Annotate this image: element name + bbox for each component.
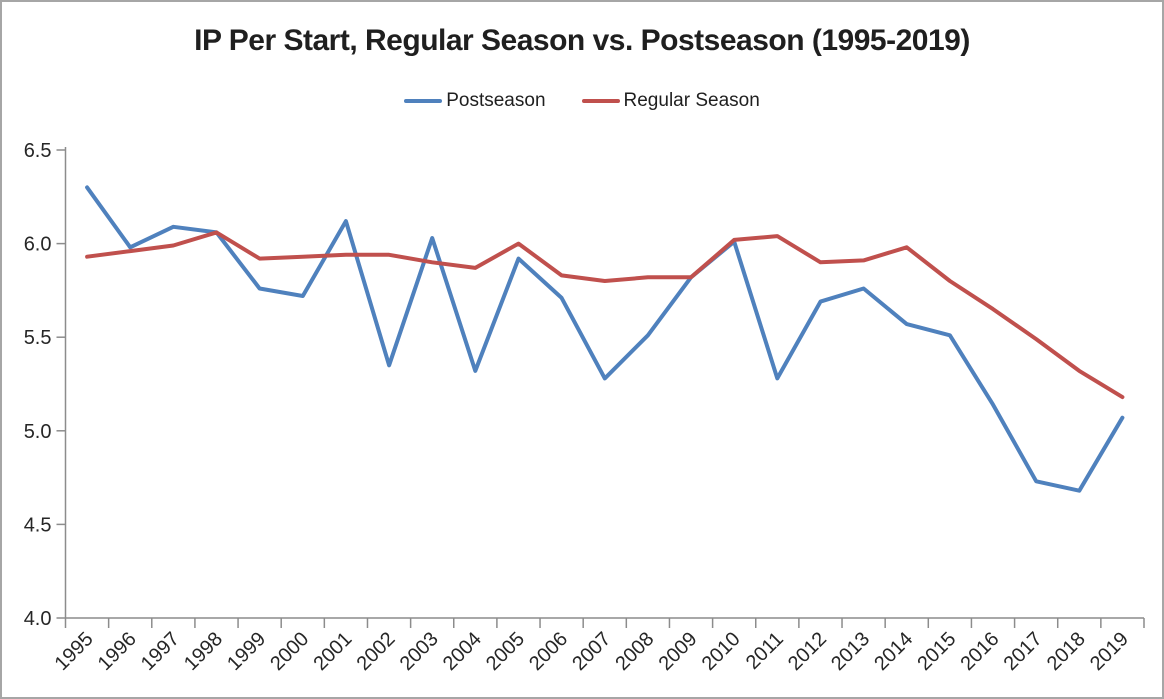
x-tick-label: 2019 [1086,628,1133,675]
x-tick-label: 2006 [525,628,572,675]
legend-swatch-regular-season [581,99,620,103]
y-tick-label: 6.5 [24,140,52,162]
x-tick-label: 2010 [698,628,745,675]
x-tick-label: 2003 [396,628,443,675]
x-tick-label: 1995 [51,628,98,675]
x-tick-label: 2008 [611,628,658,675]
y-tick-label: 4.5 [24,514,52,536]
y-tick-label: 4.0 [24,608,52,630]
x-tick-label: 2001 [309,628,356,675]
x-tick-label: 2012 [784,628,831,675]
series-line-regular-season [85,230,1125,400]
x-tick-label: 2016 [957,628,1004,675]
legend-swatch-postseason [404,99,443,103]
x-tick-label: 2007 [568,628,615,675]
x-tick-label: 1999 [223,628,270,675]
legend-label-postseason: Postseason [446,90,546,111]
legend-item-postseason: Postseason [404,90,546,112]
legend-item-regular-season: Regular Season [581,90,760,112]
x-tick-label: 1996 [94,628,141,675]
series-line-postseason [85,185,1125,493]
x-tick-label: 2011 [742,628,788,674]
legend-label-regular-season: Regular Season [623,90,760,111]
x-tick-label: 2017 [1000,628,1047,675]
x-tick-label: 2004 [439,628,486,675]
y-tick-label: 5.0 [24,421,52,443]
x-tick-label: 2005 [482,628,529,675]
x-tick-label: 2013 [827,628,874,675]
x-tick-label: 2009 [655,628,702,675]
x-tick-label: 2002 [353,628,400,675]
y-tick-label: 5.5 [24,327,52,349]
x-tick-label: 2000 [266,628,313,675]
y-tick-label: 6.0 [24,234,52,256]
legend: Postseason Regular Season [2,90,1162,112]
x-tick-label: 2018 [1043,628,1090,675]
x-tick-label: 1997 [137,628,184,675]
chart-title: IP Per Start, Regular Season vs. Postsea… [194,24,970,57]
x-tick-label: 2015 [913,628,960,675]
x-tick-label: 1998 [180,628,227,675]
x-tick-label: 2014 [870,628,917,675]
